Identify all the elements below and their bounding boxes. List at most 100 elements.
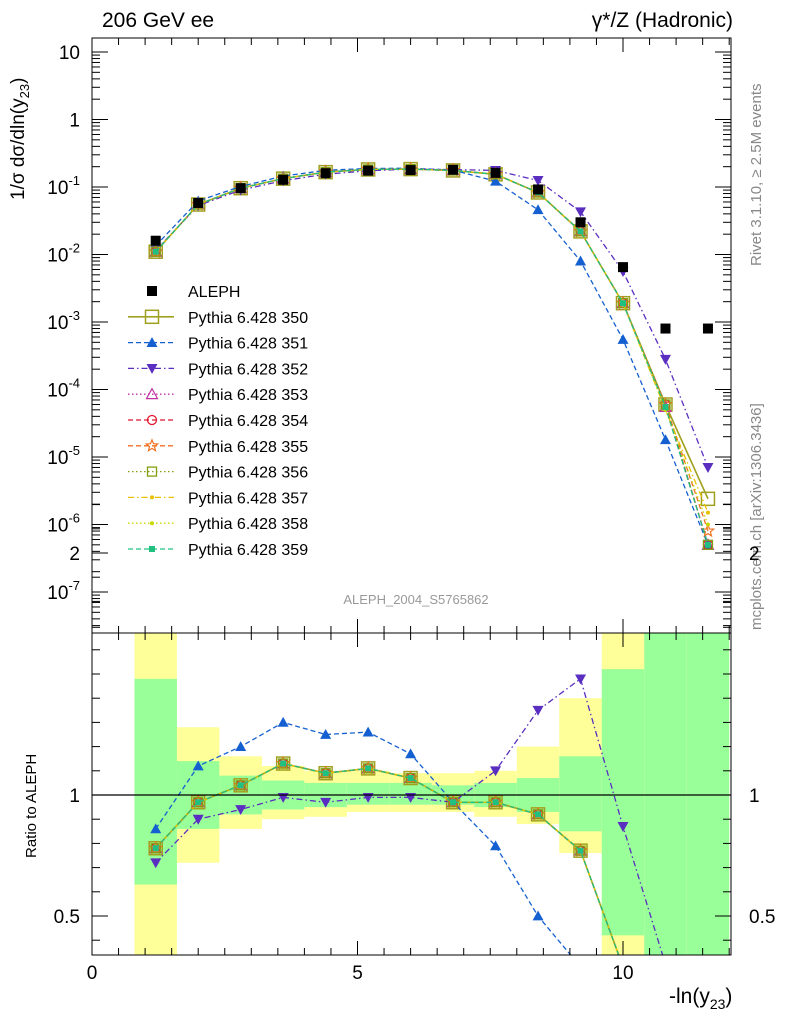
legend-entry-pythia-352: Pythia 6.428 352 [128, 361, 308, 378]
main-panel-series [148, 161, 716, 550]
main-y-tick-label: 10-6 [47, 511, 80, 537]
legend-entry-pythia-359: Pythia 6.428 359 [128, 542, 308, 559]
ratio-point-pythia-356 [278, 758, 289, 769]
ratio-point-pythia-359 [152, 845, 159, 852]
legend-marker-pythia-357 [150, 495, 154, 500]
legend-marker-pythia-351 [146, 337, 158, 347]
legend-entry-pythia-353: Pythia 6.428 353 [128, 387, 308, 404]
ratio-point-pythia-359 [450, 799, 457, 806]
data-point-pythia-352 [575, 207, 587, 218]
data-point-aleph [235, 183, 246, 194]
data-point-aleph [448, 164, 459, 175]
ratio-point-pythia-356 [362, 763, 374, 774]
data-point-pythia-358 [705, 522, 710, 527]
x-tick-label: 10 [612, 963, 633, 984]
ratio-band-inner-bin [559, 756, 602, 832]
ratio-point-pythia-359 [280, 760, 287, 767]
legend-label-pythia-351: Pythia 6.428 351 [188, 336, 308, 353]
data-point-pythia-359 [662, 404, 669, 411]
legend-marker-aleph [147, 286, 157, 296]
data-point-pythia-352 [659, 354, 671, 365]
data-point-pythia-351 [532, 204, 544, 215]
main-y-tick-label: 10-2 [47, 241, 80, 267]
main-y-tick-label: 10-3 [47, 308, 80, 334]
ratio-point-pythia-351 [150, 823, 162, 834]
legend-entry-pythia-357: Pythia 6.428 357 [128, 490, 308, 507]
legend-marker-pythia-350 [144, 309, 160, 325]
legend-entry-pythia-356: Pythia 6.428 356 [128, 465, 308, 482]
main-y-tick-label: 10-5 [47, 443, 80, 469]
legend-label-pythia-359: Pythia 6.428 359 [188, 542, 308, 559]
series-aleph [150, 164, 713, 334]
ratio-panel-series [148, 674, 664, 955]
legend-marker-pythia-353 [145, 387, 159, 400]
legend-entry-pythia-350: Pythia 6.428 350 [128, 309, 308, 327]
legend-entry-pythia-351: Pythia 6.428 351 [128, 336, 308, 353]
ratio-point-pythia-352 [575, 674, 587, 685]
ratio-y-tick-label: 0.5 [54, 907, 80, 928]
ratio-point-pythia-356 [405, 772, 416, 784]
ratio-point-pythia-352 [192, 814, 204, 825]
ratio-point-pythia-356 [575, 845, 586, 856]
legend-label-pythia-352: Pythia 6.428 352 [188, 361, 308, 378]
legend-marker-pythia-354 [146, 414, 158, 426]
data-point-aleph [702, 323, 713, 334]
ratio-point-pythia-351 [532, 910, 544, 921]
data-point-pythia-352 [532, 176, 544, 186]
ratio-band-inner-bin [601, 669, 645, 936]
ratio-y-tick-label-right: 1 [749, 786, 760, 807]
data-point-pythia-351 [490, 175, 502, 186]
legend-label-pythia-358: Pythia 6.428 358 [188, 516, 308, 533]
data-point-pythia-350 [700, 491, 716, 507]
mcplots-label: mcplots.cern.ch [arXiv:1306.3436] [748, 403, 765, 630]
ratio-point-pythia-351 [277, 716, 289, 727]
data-point-pythia-351 [617, 334, 629, 344]
ratio-point-pythia-359 [577, 847, 584, 854]
rivet-version-label: Rivet 3.1.10, ≥ 2.5M events [748, 84, 765, 267]
data-point-pythia-351 [659, 434, 671, 445]
legend-marker-pythia-358 [150, 521, 154, 526]
legend-marker-pythia-352 [146, 364, 158, 374]
legend-label-pythia-357: Pythia 6.428 357 [188, 490, 308, 507]
ratio-y-axis-label: Ratio to ALEPH [23, 754, 40, 858]
ratio-series-pythia-359 [152, 760, 620, 955]
analysis-label: ALEPH_2004_S5765862 [343, 592, 488, 607]
data-point-aleph [278, 174, 289, 185]
ratio-point-pythia-351 [490, 840, 502, 851]
data-point-aleph [660, 323, 671, 334]
ratio-point-pythia-352 [490, 766, 502, 777]
ratio-band-inner-bin [686, 633, 730, 955]
data-point-pythia-351 [575, 255, 587, 266]
legend-label-pythia-354: Pythia 6.428 354 [188, 413, 308, 430]
ratio-point-pythia-352 [150, 858, 162, 869]
legend-label-pythia-350: Pythia 6.428 350 [188, 310, 308, 327]
ratio-point-pythia-351 [362, 726, 374, 737]
data-point-pythia-357 [705, 510, 710, 515]
ratio-point-pythia-359 [535, 811, 542, 818]
x-tick-label: 5 [352, 963, 363, 984]
ratio-point-pythia-359 [322, 770, 329, 777]
legend-marker-pythia-355 [144, 438, 160, 452]
ratio-point-pythia-359 [195, 799, 202, 806]
data-point-pythia-356 [150, 246, 161, 257]
legend: ALEPH Pythia 6.428 350 Pythia 6.428 351 Pyt… [128, 284, 308, 559]
ratio-point-pythia-359 [237, 782, 244, 789]
legend-marker-pythia-356 [146, 466, 158, 477]
main-y-tick-label: 1 [69, 111, 80, 132]
data-point-aleph [618, 262, 628, 273]
ratio-point-pythia-351 [192, 760, 204, 771]
ratio-point-pythia-359 [492, 799, 499, 806]
ratio-band-inner-bin [644, 633, 687, 955]
data-point-aleph [320, 168, 331, 179]
energy-label: 206 GeV ee [102, 9, 214, 32]
data-point-pythia-359 [577, 228, 584, 235]
ratio-uncertainty-bands [134, 633, 730, 955]
data-point-aleph [363, 165, 374, 176]
main-y-tick-label: 10-1 [47, 173, 80, 199]
process-label: γ*/Z (Hadronic) [592, 9, 733, 32]
ratio-y-tick-label: 1 [69, 786, 80, 807]
main-y-axis-label: 1/σ dσ/dln(y23) [8, 78, 32, 200]
ratio-point-pythia-356 [150, 843, 161, 854]
legend-label-pythia-355: Pythia 6.428 355 [188, 439, 308, 456]
